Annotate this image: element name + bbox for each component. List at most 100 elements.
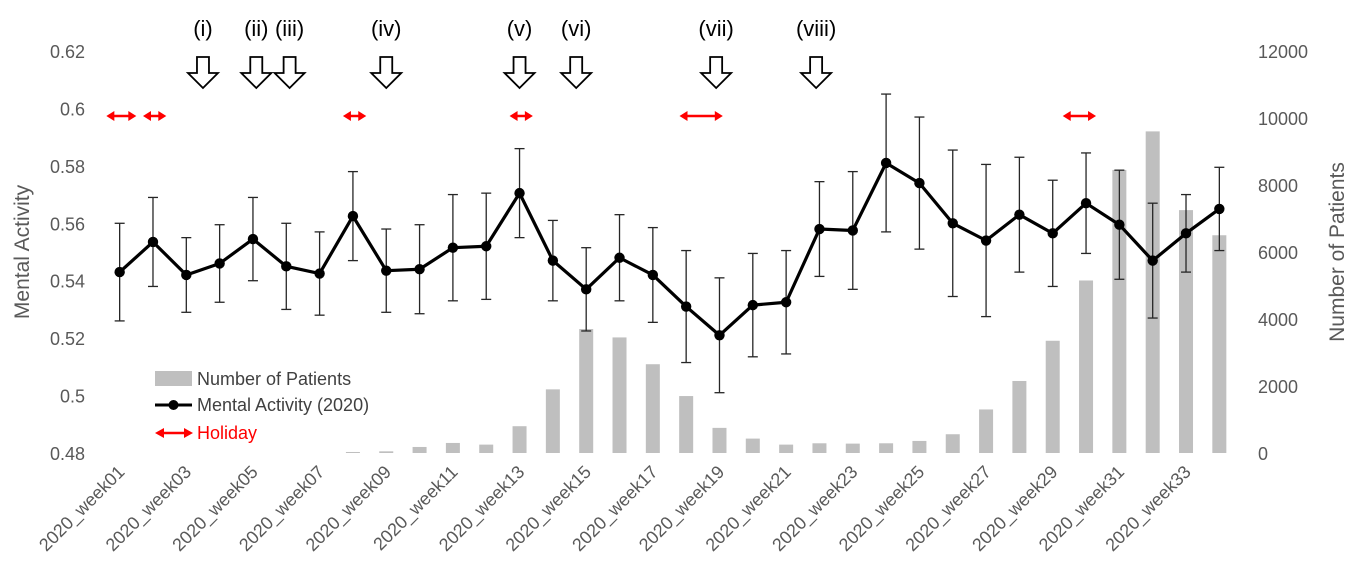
line-point: [1180, 228, 1192, 239]
annotation-label: (iii): [275, 16, 304, 41]
right-axis-ticks: 0 2000 4000 6000 8000 10000 12000: [1258, 42, 1308, 464]
line-point: [281, 261, 292, 272]
bar: [579, 329, 594, 453]
annotation-arrow: [502, 56, 537, 90]
line-point: [914, 177, 925, 189]
bar: [745, 438, 760, 453]
line-point: [947, 218, 958, 229]
legend-line-marker: [168, 400, 179, 410]
holiday-arrow: [142, 111, 167, 121]
line-point: [514, 187, 525, 199]
line-point: [1114, 219, 1125, 230]
legend-line-label: Mental Activity (2020): [197, 395, 369, 415]
annotation-arrow: [559, 56, 594, 90]
line-point: [147, 236, 159, 248]
line-point: [747, 299, 759, 311]
annotation-label: (ii): [244, 16, 268, 41]
legend: Number of Patients Mental Activity (2020…: [155, 369, 369, 443]
y-tick-label: 0.6: [60, 99, 85, 119]
bar: [1079, 280, 1094, 453]
y2-tick-label: 4000: [1258, 310, 1298, 330]
legend-holiday-arrow: [155, 428, 193, 438]
y-tick-label: 0.5: [60, 387, 85, 407]
line-point: [114, 266, 125, 278]
bar: [779, 444, 794, 453]
annotation-arrow: [369, 56, 404, 90]
line-path: [118, 161, 1221, 337]
annotation-label: (iv): [371, 16, 402, 41]
bar: [979, 409, 994, 453]
line-point: [814, 223, 825, 235]
holiday-arrow-head-right: [358, 111, 367, 121]
line-point: [580, 284, 592, 295]
annotation-label: (viii): [796, 16, 836, 41]
holiday-arrow: [342, 111, 367, 121]
bar: [412, 446, 427, 453]
line-point: [647, 269, 659, 281]
line-point: [980, 235, 992, 246]
holiday-arrow-head-right: [1088, 111, 1097, 121]
y-tick-label: 0.62: [50, 42, 85, 62]
holiday-arrow: [1062, 111, 1097, 121]
line-point: [1014, 209, 1025, 220]
bar-series: [345, 131, 1227, 454]
line-point: [847, 225, 858, 236]
y-axis-title: Mental Activity: [11, 184, 34, 319]
bar: [879, 443, 894, 453]
bar: [545, 389, 560, 453]
legend-holiday-label: Holiday: [197, 423, 257, 443]
bar: [612, 337, 627, 453]
line-point: [1080, 197, 1092, 209]
line-point: [414, 264, 425, 275]
bar: [712, 427, 727, 453]
annotation-arrow: [798, 56, 834, 90]
line-point: [880, 157, 892, 169]
line-point: [181, 269, 192, 281]
holiday-markers: [106, 111, 1097, 121]
bar: [1045, 340, 1060, 453]
bar: [1112, 169, 1127, 454]
annotation-label: (i): [193, 16, 213, 41]
y2-tick-label: 6000: [1258, 243, 1298, 263]
holiday-arrow-head-left: [509, 111, 518, 121]
line-point: [447, 242, 459, 253]
y2-tick-label: 2000: [1258, 377, 1298, 397]
line-point: [314, 268, 325, 279]
bar: [679, 396, 694, 453]
y2-tick-label: 0: [1258, 444, 1268, 464]
bar: [479, 444, 494, 453]
y-tick-label: 0.54: [50, 272, 85, 292]
bar: [345, 451, 360, 453]
bar: [1012, 380, 1027, 453]
bar: [379, 451, 394, 453]
bar: [1179, 210, 1194, 453]
annotation-arrow: [698, 56, 734, 90]
annotation-arrow: [239, 56, 274, 90]
annotation-arrow: [185, 56, 221, 90]
line-point: [1214, 203, 1225, 215]
legend-bar-swatch: [155, 371, 192, 386]
annotation-arrow: [272, 56, 307, 90]
line-point: [780, 297, 792, 308]
line-point: [247, 233, 259, 245]
line-point: [547, 255, 559, 266]
bar: [645, 364, 660, 453]
holiday-arrow-head-right: [714, 111, 723, 121]
bar: [845, 443, 860, 453]
holiday-arrow-head-right: [158, 111, 167, 121]
bar: [512, 426, 527, 453]
holiday-arrow: [679, 111, 723, 121]
event-annotations: (i) (ii) (iii) (iv) (v) (vi) (vii) (viii): [185, 16, 836, 90]
y-tick-label: 0.52: [50, 329, 85, 349]
line-point: [1147, 255, 1158, 266]
holiday-arrow: [509, 111, 533, 121]
bar: [1212, 235, 1227, 453]
annotation-label: (vii): [698, 16, 733, 41]
line-point: [680, 301, 692, 312]
line-point: [614, 252, 625, 263]
line-point: [214, 258, 225, 269]
line-point: [1047, 228, 1058, 239]
y2-tick-label: 8000: [1258, 176, 1298, 196]
x-axis-ticks: 2020_week012020_week032020_week052020_we…: [35, 462, 1195, 556]
